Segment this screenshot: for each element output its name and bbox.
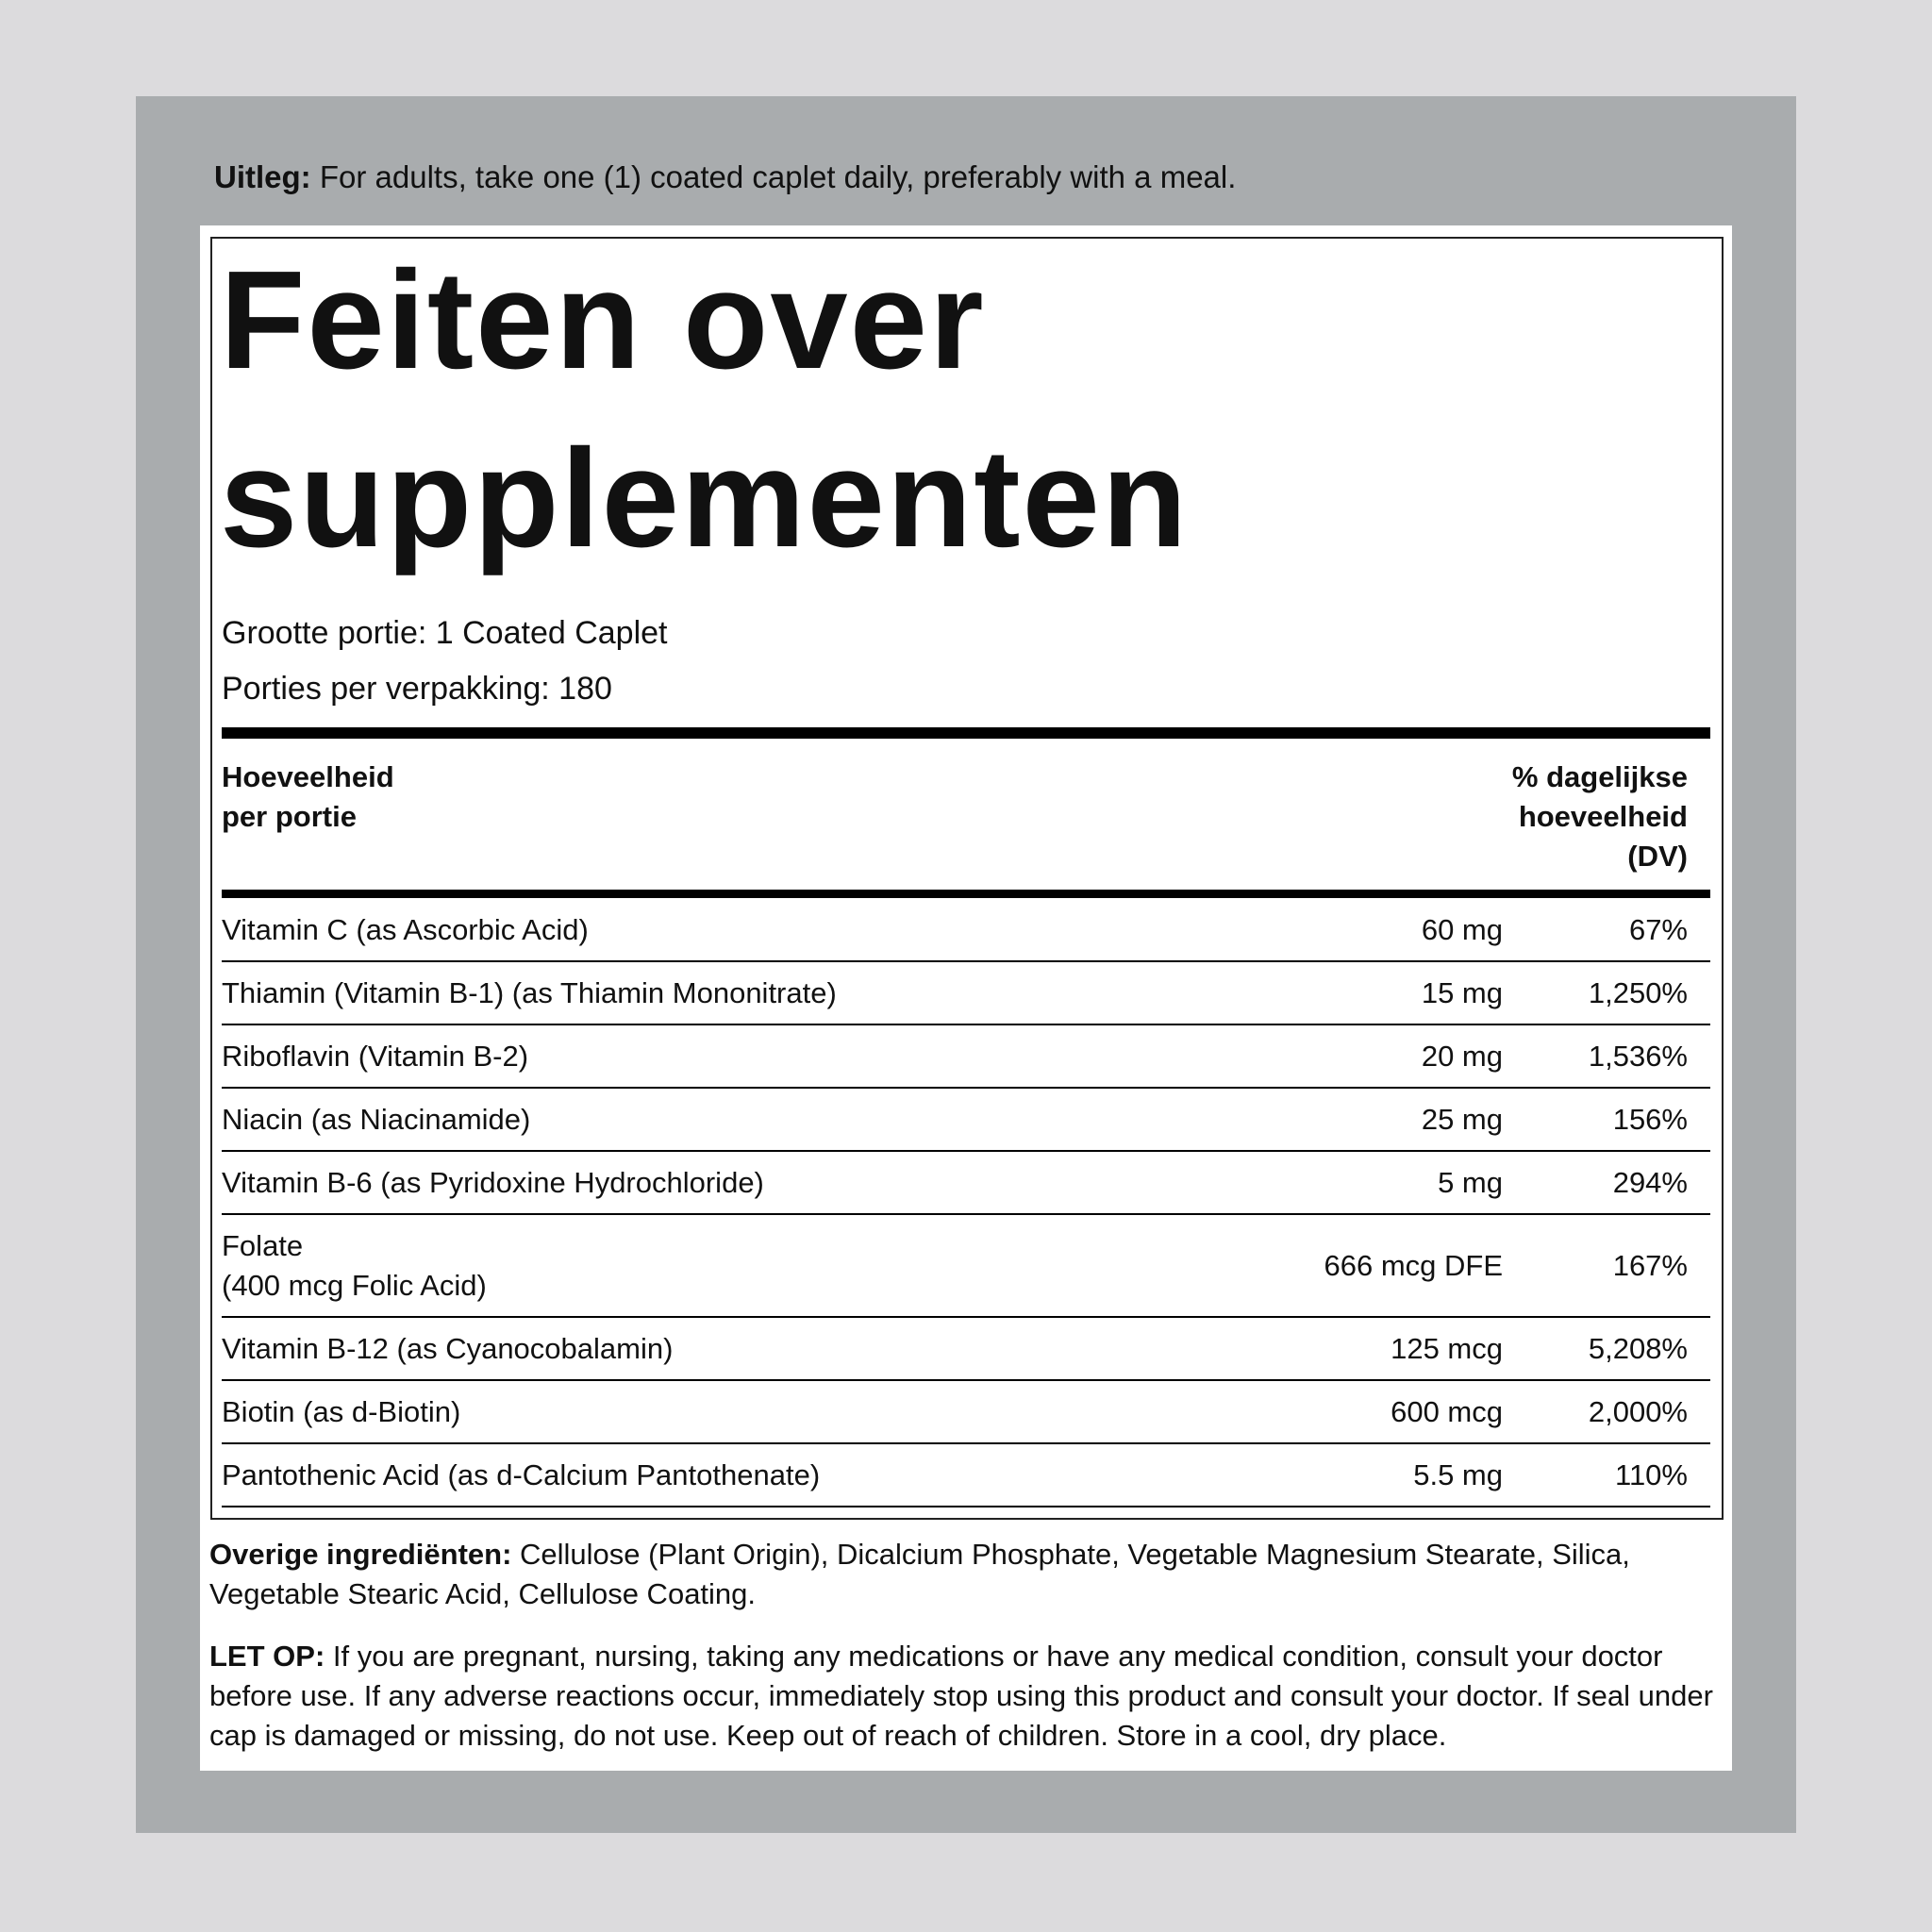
thick-rule xyxy=(222,890,1710,898)
row-rule xyxy=(222,1024,1710,1025)
row-amount: 25 mg xyxy=(1421,1102,1503,1136)
row-rule xyxy=(222,1379,1710,1381)
header-amount: per portie xyxy=(222,800,357,833)
row-dv: 167% xyxy=(1612,1248,1688,1282)
directions-text: For adults, take one (1) coated caplet d… xyxy=(319,159,1237,194)
row-amount: 5.5 mg xyxy=(1413,1457,1503,1491)
row-rule xyxy=(222,1213,1710,1215)
thick-rule xyxy=(222,727,1710,739)
row-name: Vitamin B-6 (as Pyridoxine Hydrochloride… xyxy=(222,1165,764,1199)
serving-size: Grootte portie: 1 Coated Caplet xyxy=(222,615,668,651)
row-dv: 294% xyxy=(1612,1165,1688,1199)
row-dv: 1,250% xyxy=(1588,975,1688,1009)
row-name: Pantothenic Acid (as d-Calcium Pantothen… xyxy=(222,1457,821,1491)
row-name: Riboflavin (Vitamin B-2) xyxy=(222,1039,529,1073)
warning-text: If you are pregnant, nursing, taking any… xyxy=(209,1640,1713,1752)
row-rule xyxy=(222,1316,1710,1318)
directions: Uitleg: For adults, take one (1) coated … xyxy=(214,160,1236,194)
row-rule xyxy=(222,1442,1710,1444)
directions-label: Uitleg: xyxy=(214,159,311,194)
title-line: supplementen xyxy=(220,421,1190,576)
header-amount: Hoeveelheid xyxy=(222,760,394,793)
row-rule xyxy=(222,960,1710,962)
row-dv: 156% xyxy=(1612,1102,1688,1136)
row-rule xyxy=(222,1087,1710,1089)
row-amount: 15 mg xyxy=(1421,975,1503,1009)
row-dv: 110% xyxy=(1615,1457,1688,1491)
row-rule xyxy=(222,1506,1710,1507)
row-amount: 20 mg xyxy=(1421,1039,1503,1073)
row-name: Vitamin B-12 (as Cyanocobalamin) xyxy=(222,1331,674,1365)
other-ingredients: Overige ingrediënten: Cellulose (Plant O… xyxy=(209,1535,1719,1614)
row-rule xyxy=(222,1150,1710,1152)
row-dv: 1,536% xyxy=(1588,1039,1688,1073)
row-name: Biotin (as d-Biotin) xyxy=(222,1394,461,1428)
header-dv: (DV) xyxy=(1627,840,1688,873)
header-dv: % dagelijkse xyxy=(1511,760,1688,793)
other-ingredients-text: Cellulose (Plant Origin), Dicalcium Phos… xyxy=(209,1538,1630,1610)
row-name: Thiamin (Vitamin B-1) (as Thiamin Mononi… xyxy=(222,975,837,1009)
warning-label: LET OP: xyxy=(209,1640,325,1673)
facts-panel xyxy=(200,225,1732,1771)
row-name: (400 mcg Folic Acid) xyxy=(222,1268,487,1302)
warning: LET OP: If you are pregnant, nursing, ta… xyxy=(209,1637,1719,1756)
row-amount: 5 mg xyxy=(1438,1165,1503,1199)
row-name: Folate xyxy=(222,1228,304,1262)
servings-per-container: Porties per verpakking: 180 xyxy=(222,671,612,707)
other-ingredients-label: Overige ingrediënten: xyxy=(209,1538,512,1571)
row-dv: 67% xyxy=(1628,912,1688,946)
row-amount: 600 mcg xyxy=(1391,1394,1503,1428)
title-line: Feiten over xyxy=(220,242,986,398)
row-dv: 2,000% xyxy=(1588,1394,1688,1428)
facts-box xyxy=(210,237,1724,1520)
row-dv: 5,208% xyxy=(1588,1331,1688,1365)
row-amount: 125 mcg xyxy=(1391,1331,1503,1365)
row-name: Niacin (as Niacinamide) xyxy=(222,1102,531,1136)
row-name: Vitamin C (as Ascorbic Acid) xyxy=(222,912,589,946)
row-amount: 60 mg xyxy=(1421,912,1503,946)
header-dv: hoeveelheid xyxy=(1518,800,1688,833)
row-amount: 666 mcg DFE xyxy=(1324,1248,1503,1282)
